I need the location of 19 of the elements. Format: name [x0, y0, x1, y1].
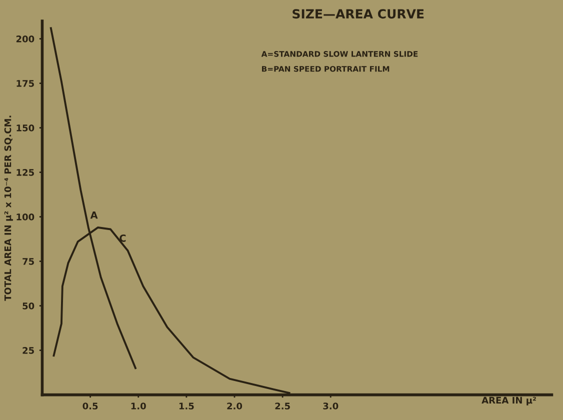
- y-axis-title: TOTAL AREA IN μ² x 10⁻⁴ PER SQ.CM.: [4, 116, 13, 301]
- x-tick-label: 1.5: [179, 402, 194, 410]
- y-tick-label: 200: [16, 36, 34, 42]
- x-tick-label: 1.0: [131, 402, 146, 410]
- x-tick-label: 2.0: [227, 402, 242, 410]
- annotation: A: [90, 211, 98, 219]
- annotation: C: [120, 234, 126, 242]
- y-tick-label: 100: [16, 214, 34, 220]
- y-tick-label: 125: [16, 169, 34, 176]
- x-tick-label: 3.0: [323, 402, 338, 410]
- x-tick-label: 2.5: [275, 402, 290, 410]
- x-axis-title: AREA IN μ²: [482, 396, 536, 406]
- y-tick-label: 25: [22, 347, 34, 354]
- chart-title: SIZE—AREA CURVE: [292, 9, 424, 19]
- y-tick-label: 50: [22, 302, 34, 310]
- y-tick-label: 150: [16, 124, 34, 132]
- y-tick-label: 175: [16, 80, 34, 87]
- x-tick-label: 0.5: [82, 402, 98, 410]
- y-tick-label: 75: [22, 258, 34, 265]
